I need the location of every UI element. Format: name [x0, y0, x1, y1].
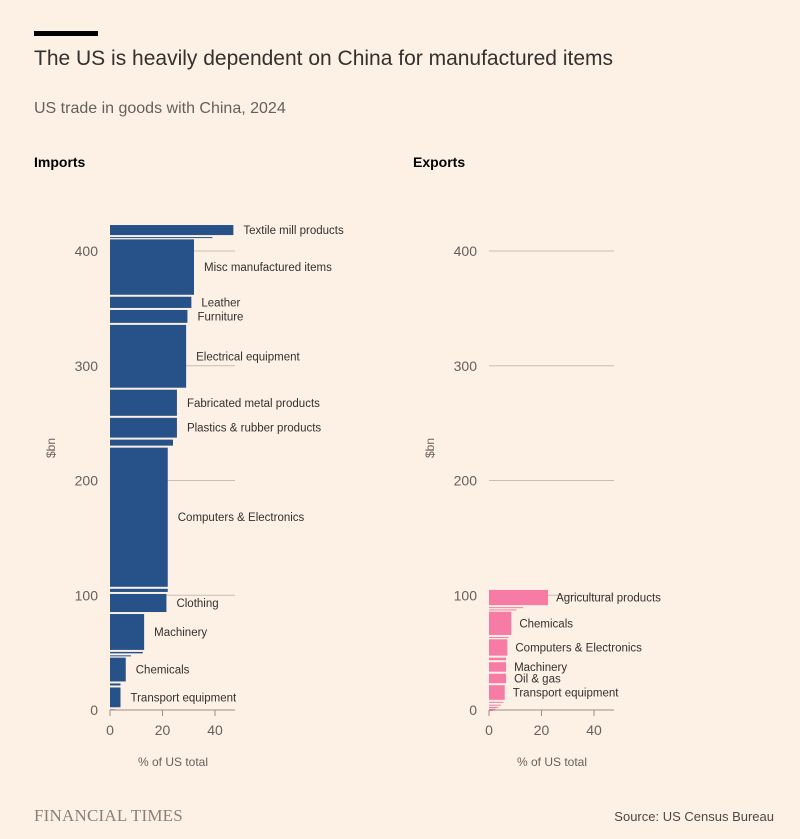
imports-segment-bar: [110, 237, 213, 239]
imports-y-tick-label: 400: [75, 243, 99, 259]
chart-subtitle: US trade in goods with China, 2024: [34, 100, 286, 117]
exports-segment-bar: [489, 708, 496, 710]
exports-segment-bar: [489, 636, 509, 638]
imports-segment-bar: [110, 657, 126, 682]
imports-segment-bar: [110, 309, 188, 323]
ft-title-rule: [34, 31, 98, 36]
exports-segment-bar: [489, 701, 504, 703]
imports-segment-label: Machinery: [154, 627, 207, 639]
imports-y-tick-label: 300: [75, 358, 99, 374]
imports-segment-bar: [110, 687, 121, 708]
imports-x-tick-label: 20: [155, 722, 171, 738]
imports-segment-label: Electrical equipment: [196, 351, 300, 363]
imports-segment-bar: [110, 683, 121, 686]
exports-segment-bar: [489, 685, 505, 700]
exports-segment-bar: [489, 706, 499, 708]
exports-x-tick-label: 0: [485, 722, 493, 738]
imports-segment-label: Fabricated metal products: [187, 398, 320, 410]
exports-segment-bar: [489, 611, 512, 635]
exports-y-tick-label: 300: [454, 358, 478, 374]
imports-segment-bar: [110, 588, 168, 592]
imports-x-axis-label: % of US total: [138, 755, 208, 769]
imports-segment-label: Leather: [201, 297, 240, 309]
exports-segment-label: Computers & Electronics: [515, 642, 642, 654]
imports-segment-bar: [110, 655, 131, 657]
imports-segment-bar: [110, 225, 234, 236]
imports-segment-label: Chemicals: [136, 665, 190, 677]
imports-segment-bar: [110, 389, 177, 416]
exports-x-axis-label: % of US total: [517, 755, 587, 769]
imports-segment-bar: [110, 439, 173, 446]
imports-y-tick-label: 100: [75, 587, 99, 603]
imports-segment-label: Transport equipment: [131, 692, 237, 704]
imports-y-axis-label: $bn: [44, 438, 58, 458]
exports-y-tick-label: 0: [469, 702, 477, 718]
imports-y-tick-label: 200: [75, 473, 99, 489]
imports-segment-label: Computers & Electronics: [178, 512, 305, 524]
exports-segment-bar: [489, 673, 507, 684]
imports-segment-label: Textile mill products: [243, 225, 344, 237]
imports-segment-bar: [110, 447, 168, 587]
exports-y-tick-label: 100: [454, 587, 478, 603]
source-note: Source: US Census Bureau: [614, 809, 774, 824]
exports-segment-bar: [489, 589, 549, 606]
imports-x-tick-label: 40: [207, 722, 223, 738]
exports-segment-bar: [489, 662, 507, 672]
imports-segment-bar: [110, 296, 192, 308]
imports-segment-bar: [110, 593, 167, 613]
exports-segment-bar: [489, 609, 517, 611]
exports-segment-label: Oil & gas: [514, 673, 561, 685]
exports-y-tick-label: 400: [454, 243, 478, 259]
imports-segment-bar: [110, 614, 145, 650]
exports-y-tick-label: 200: [454, 473, 478, 489]
imports-segment-label: Misc manufactured items: [204, 262, 332, 274]
exports-segment-bar: [489, 657, 507, 661]
exports-segment-bar: [489, 710, 493, 712]
exports-segment-label: Agricultural products: [556, 593, 661, 605]
imports-segment-bar: [110, 324, 187, 388]
exports-segment-label: Chemicals: [519, 618, 573, 630]
exports-x-tick-label: 20: [534, 722, 550, 738]
exports-segment-bar: [489, 607, 524, 609]
exports-panel-title: Exports: [413, 154, 466, 170]
ft-logo: FINANCIAL TIMES: [34, 806, 183, 825]
chart-title: The US is heavily dependent on China for…: [34, 47, 613, 70]
imports-panel-title: Imports: [34, 154, 86, 170]
imports-segment-label: Furniture: [197, 311, 243, 323]
exports-x-tick-label: 40: [586, 722, 602, 738]
exports-segment-bar: [489, 639, 508, 656]
exports-segment-label: Machinery: [514, 662, 567, 674]
imports-x-tick-label: 0: [106, 722, 114, 738]
exports-segment-label: Transport equipment: [513, 688, 619, 700]
imports-segment-bar: [110, 417, 177, 438]
imports-segment-label: Clothing: [176, 598, 218, 610]
imports-segment-label: Plastics & rubber products: [187, 423, 321, 435]
imports-segment-bar: [110, 239, 194, 295]
imports-y-tick-label: 0: [90, 702, 98, 718]
imports-segment-bar: [110, 651, 143, 654]
exports-y-axis-label: $bn: [423, 438, 437, 458]
exports-segment-bar: [489, 704, 501, 706]
